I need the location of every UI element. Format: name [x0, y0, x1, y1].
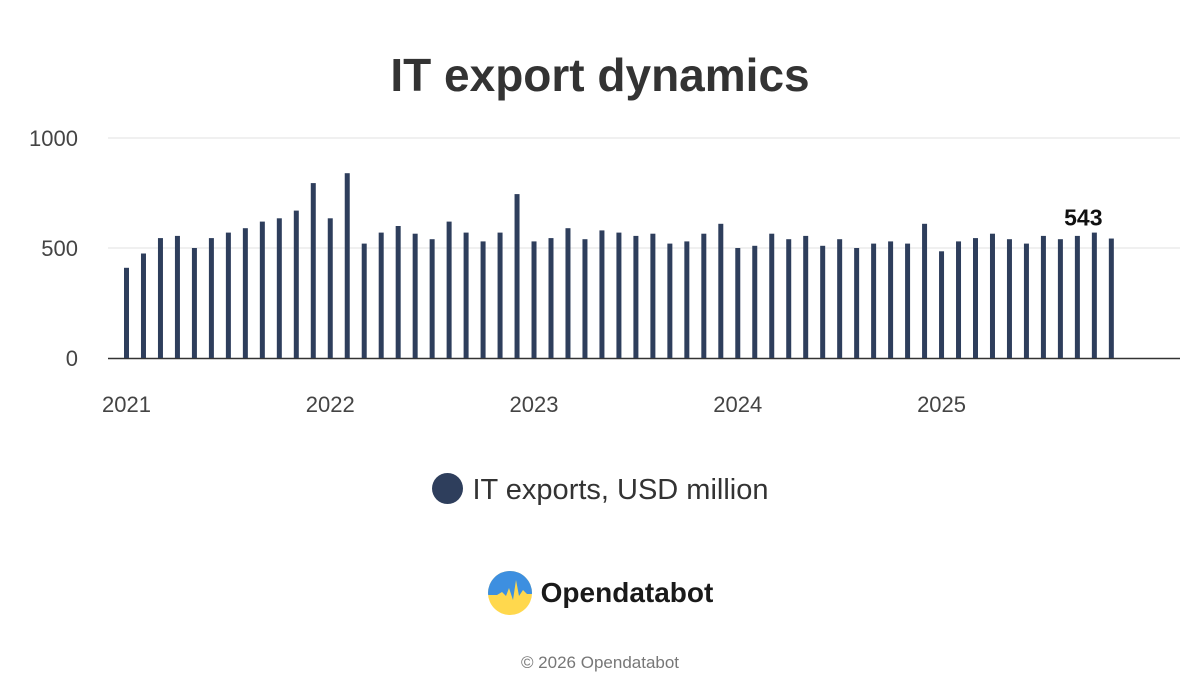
bar[interactable] [837, 239, 843, 358]
data-labels: 543 [1064, 205, 1102, 231]
bar[interactable] [1091, 232, 1097, 358]
bar[interactable] [1023, 243, 1029, 358]
legend-swatch-icon [431, 472, 463, 504]
y-tick-label: 1000 [29, 126, 78, 151]
bar[interactable] [1040, 235, 1046, 358]
x-tick-label: 2025 [917, 392, 966, 417]
bar-chart: 0 500 1000 2021 2022 2023 2024 2025 543 [29, 126, 1180, 417]
bar[interactable] [854, 248, 860, 358]
bar[interactable] [242, 228, 248, 358]
x-axis-ticks: 2021 2022 2023 2024 2025 [102, 392, 966, 417]
bar[interactable] [684, 241, 690, 358]
bar[interactable] [888, 241, 894, 358]
bar[interactable] [514, 194, 520, 358]
bar[interactable] [752, 245, 758, 358]
brand-name: Opendatabot [540, 577, 714, 608]
x-tick-label: 2022 [306, 392, 355, 417]
chart-title: IT export dynamics [390, 49, 810, 101]
bar[interactable] [446, 221, 452, 358]
bar[interactable] [157, 238, 163, 358]
brand-logo: Opendatabot [0, 570, 1200, 616]
bar[interactable] [1006, 239, 1012, 358]
opendatabot-logo-icon [487, 571, 532, 615]
x-tick-label: 2024 [713, 392, 762, 417]
bar[interactable] [327, 218, 333, 358]
bar[interactable] [989, 233, 995, 358]
bar[interactable] [786, 239, 792, 358]
bar[interactable] [633, 235, 639, 358]
bar[interactable] [140, 253, 146, 359]
bar[interactable] [497, 232, 503, 358]
bar[interactable] [378, 232, 384, 358]
bar[interactable] [565, 228, 571, 358]
bar[interactable] [429, 239, 435, 358]
bar[interactable] [667, 243, 673, 358]
bar[interactable] [905, 243, 911, 358]
bar[interactable] [599, 230, 605, 358]
bar[interactable] [225, 232, 231, 358]
bar[interactable] [820, 245, 826, 358]
legend[interactable]: IT exports, USD million [0, 472, 1200, 507]
bar[interactable] [769, 233, 775, 358]
y-tick-label: 0 [66, 346, 78, 371]
bar[interactable] [344, 173, 350, 358]
last-value-label: 543 [1064, 205, 1102, 231]
bar[interactable] [293, 210, 299, 358]
bar[interactable] [803, 235, 809, 358]
bar[interactable] [871, 243, 877, 358]
bar[interactable] [463, 232, 469, 358]
bar[interactable] [395, 226, 401, 358]
bar[interactable] [531, 241, 537, 358]
bar[interactable] [310, 183, 316, 358]
bars [124, 173, 1114, 358]
bar[interactable] [701, 233, 707, 358]
bar[interactable] [616, 232, 622, 358]
bar[interactable] [1108, 238, 1114, 358]
bar[interactable] [1057, 239, 1063, 358]
y-axis-ticks: 0 500 1000 [29, 126, 78, 371]
bar[interactable] [412, 233, 418, 358]
bar[interactable] [124, 267, 129, 358]
bar[interactable] [174, 235, 180, 358]
bar[interactable] [480, 241, 486, 358]
x-tick-label: 2021 [102, 392, 151, 417]
bar[interactable] [650, 233, 656, 358]
bar[interactable] [1074, 235, 1080, 358]
gridlines [108, 137, 1180, 360]
bar[interactable] [939, 251, 945, 358]
bar[interactable] [259, 221, 265, 358]
bar[interactable] [582, 239, 588, 358]
bar[interactable] [735, 248, 741, 358]
bar[interactable] [922, 223, 928, 358]
bar[interactable] [191, 248, 197, 358]
legend-label: IT exports, USD million [472, 474, 769, 506]
bar[interactable] [208, 238, 214, 358]
y-tick-label: 500 [41, 236, 78, 261]
bar[interactable] [276, 218, 282, 358]
bar[interactable] [361, 243, 367, 358]
bar[interactable] [548, 238, 554, 358]
copyright-footer: © 2026 Opendatabot [520, 653, 680, 672]
bar[interactable] [973, 238, 978, 358]
bar[interactable] [956, 241, 962, 358]
bar[interactable] [718, 223, 724, 358]
x-tick-label: 2023 [510, 392, 559, 417]
